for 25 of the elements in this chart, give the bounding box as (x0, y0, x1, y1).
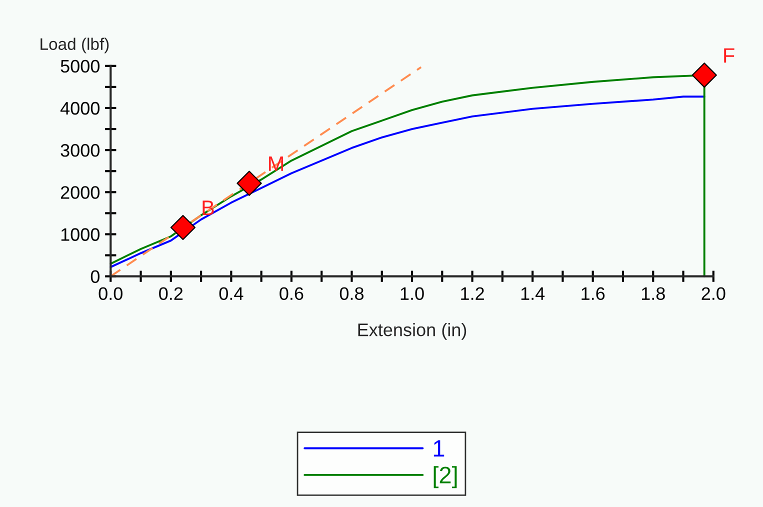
x-tick-label: 0.2 (159, 287, 183, 300)
point (170, 214, 196, 240)
x-tick-label: 0.4 (219, 287, 244, 300)
x-tick-label: 1.6 (582, 287, 605, 300)
y-tick-label: 3000 (60, 144, 100, 157)
y-tick-label: 0 (90, 270, 100, 284)
x-tick-label: 1.2 (461, 287, 484, 300)
y-tick-label: 1000 (61, 228, 100, 241)
point (236, 170, 262, 196)
text: 1 (434, 440, 444, 456)
x-axis-title: Extension (in) (358, 323, 466, 340)
y-tick-label: 5000 (60, 60, 100, 73)
y-tick-label: 2000 (60, 186, 100, 199)
point (692, 62, 717, 88)
x-tick-label: 0.0 (98, 287, 122, 300)
x-tick-label: 0.6 (280, 287, 304, 300)
x-tick-label: 2.0 (702, 287, 726, 300)
text: [2] (434, 466, 457, 488)
x-tick-label: 1.8 (642, 287, 665, 300)
x-tick-label: 1.0 (400, 287, 424, 300)
y-axis-title: Load (lbf) (40, 38, 109, 54)
x-tick-label: 1.4 (521, 287, 545, 300)
y-tick-label: 4000 (60, 102, 100, 115)
annotation: F (724, 48, 734, 63)
x-tick-label: 0.8 (340, 287, 364, 300)
